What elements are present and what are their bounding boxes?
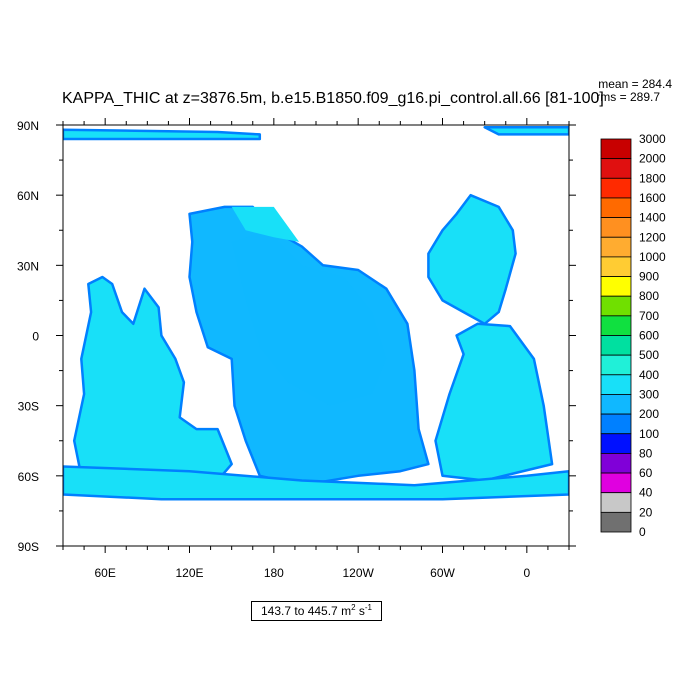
x-tick-label: 120W xyxy=(342,566,374,580)
colorbar-swatch xyxy=(600,374,632,395)
colorbar-label: 900 xyxy=(639,270,659,284)
ocean-basin xyxy=(63,465,569,501)
colorbar-label: 200 xyxy=(639,407,659,421)
chart-title: KAPPA_THIC at z=3876.5m, b.e15.B1850.f09… xyxy=(62,90,604,107)
x-tick-label: 60E xyxy=(94,566,115,580)
colorbar-swatch xyxy=(600,452,632,474)
colorbar-label: 2000 xyxy=(639,152,666,166)
ocean-basins xyxy=(63,126,569,501)
colorbar-label: 3000 xyxy=(639,132,666,146)
x-tick-label: 0 xyxy=(523,566,530,580)
colorbar-label: 1600 xyxy=(639,191,666,205)
colorbar-swatch xyxy=(600,511,632,533)
colorbar-swatch xyxy=(600,315,632,336)
colorbar-label: 100 xyxy=(639,427,659,441)
colorbar-swatch xyxy=(600,492,632,513)
colorbar-label: 400 xyxy=(639,368,659,382)
colorbar-label: 300 xyxy=(639,387,659,401)
colorbar-swatch xyxy=(600,433,632,454)
y-axis: 90N 60N 30N 0 30S 60S 90S xyxy=(17,119,576,554)
y-tick-label: 60S xyxy=(18,470,39,484)
y-tick-label: 90S xyxy=(18,540,39,554)
colorbar-label: 60 xyxy=(639,466,653,480)
x-tick-label: 120E xyxy=(175,566,203,580)
x-tick-label: 60W xyxy=(430,566,455,580)
ocean-patch xyxy=(231,206,300,242)
colorbar: 3000200018001600140012001000900800700600… xyxy=(600,132,666,539)
colorbar-swatch xyxy=(600,413,632,435)
map-field xyxy=(63,125,569,546)
colorbar-label: 500 xyxy=(639,348,659,362)
range-unit-s: s xyxy=(355,604,365,618)
y-tick-label: 0 xyxy=(32,330,39,344)
colorbar-label: 1800 xyxy=(639,171,666,185)
colorbar-swatch xyxy=(600,197,632,218)
colorbar-label: 1000 xyxy=(639,250,666,264)
colorbar-label: 40 xyxy=(639,486,653,500)
colorbar-swatch xyxy=(600,177,632,199)
range-unit-exp2: -1 xyxy=(364,603,372,612)
y-tick-label: 60N xyxy=(17,189,39,203)
colorbar-swatch xyxy=(600,158,632,179)
colorbar-swatch xyxy=(600,276,632,297)
colorbar-swatch xyxy=(600,472,632,494)
range-text: 143.7 to 445.7 m xyxy=(261,604,352,618)
y-tick-label: 30S xyxy=(18,400,39,414)
colorbar-label: 600 xyxy=(639,329,659,343)
ocean-basin xyxy=(427,193,517,326)
colorbar-label: 700 xyxy=(639,309,659,323)
colorbar-label: 0 xyxy=(639,525,646,539)
range-label-box: 143.7 to 445.7 m2 s-1 xyxy=(251,601,382,621)
ocean-patch xyxy=(231,230,387,406)
x-axis: 60E 120E 180 120W 60W 0 xyxy=(62,118,570,580)
colorbar-label: 1400 xyxy=(639,211,666,225)
colorbar-swatch xyxy=(600,256,632,277)
y-tick-label: 30N xyxy=(17,259,39,273)
mean-stat: mean = 284.4 xyxy=(598,77,672,91)
ocean-basin xyxy=(483,126,569,136)
colorbar-swatch xyxy=(600,295,632,317)
ocean-basin xyxy=(434,322,554,482)
colorbar-label: 80 xyxy=(639,446,653,460)
y-tick-label: 90N xyxy=(17,119,39,133)
rms-stat: rms = 289.7 xyxy=(596,90,660,104)
colorbar-label: 1200 xyxy=(639,230,666,244)
colorbar-swatch xyxy=(600,138,632,160)
colorbar-label: 800 xyxy=(639,289,659,303)
x-tick-label: 180 xyxy=(264,566,284,580)
colorbar-swatch xyxy=(600,335,632,356)
ocean-basin xyxy=(63,128,262,141)
colorbar-swatch xyxy=(600,394,632,415)
colorbar-swatch xyxy=(600,217,632,238)
colorbar-swatch xyxy=(600,354,632,376)
ocean-basin xyxy=(72,275,233,492)
colorbar-swatch xyxy=(600,236,632,258)
range-unit-exp1: 2 xyxy=(351,603,356,612)
colorbar-label: 20 xyxy=(639,505,653,519)
